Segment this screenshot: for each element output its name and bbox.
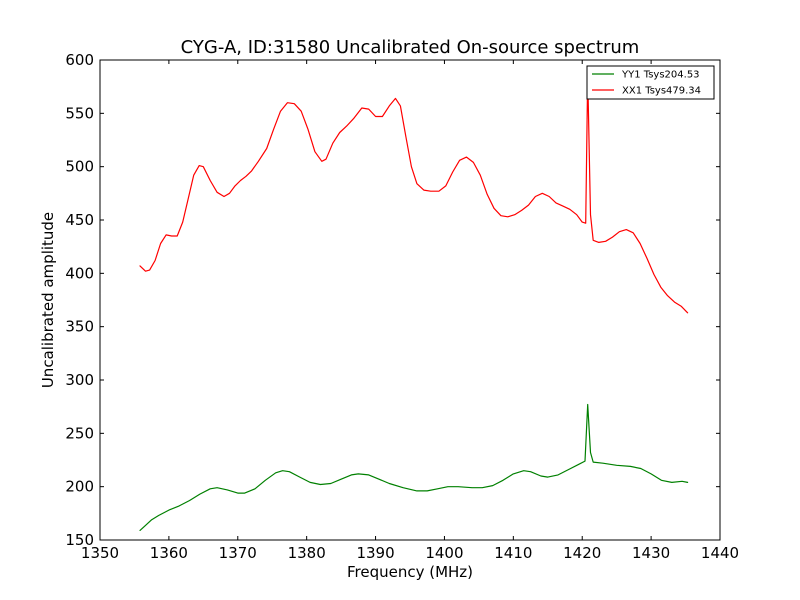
y-tick-label: 550 bbox=[65, 104, 94, 122]
x-tick-label: 1400 bbox=[425, 544, 463, 562]
y-tick-label: 300 bbox=[65, 371, 94, 389]
chart-title: CYG-A, ID:31580 Uncalibrated On-source s… bbox=[181, 37, 640, 58]
y-tick-label: 500 bbox=[65, 158, 94, 176]
legend-label-xx1: XX1 Tsys479.34 bbox=[622, 86, 701, 97]
x-tick-label: 1440 bbox=[701, 544, 739, 562]
series-layer bbox=[139, 74, 689, 531]
y-tick-label: 400 bbox=[65, 264, 94, 282]
legend-box bbox=[586, 65, 715, 100]
plot-frame bbox=[99, 59, 721, 541]
series-line-yy1 bbox=[139, 403, 689, 531]
x-axis-label: Frequency (MHz) bbox=[347, 563, 473, 581]
y-tick-label: 350 bbox=[65, 318, 94, 336]
y-axis-ticks: 150 200 250 300 350 400 450 500 550 600 bbox=[65, 51, 720, 549]
legend: YY1 Tsys204.53 XX1 Tsys479.34 bbox=[586, 65, 715, 100]
x-tick-label: 1370 bbox=[219, 544, 257, 562]
series-line-xx1 bbox=[139, 74, 689, 314]
y-tick-label: 150 bbox=[65, 531, 94, 549]
y-tick-label: 200 bbox=[65, 478, 94, 496]
plot-area bbox=[100, 60, 720, 540]
x-tick-label: 1360 bbox=[150, 544, 188, 562]
x-tick-label: 1410 bbox=[494, 544, 532, 562]
y-tick-label: 250 bbox=[65, 424, 94, 442]
x-tick-label: 1350 bbox=[81, 544, 119, 562]
x-tick-label: 1390 bbox=[356, 544, 394, 562]
x-tick-label: 1420 bbox=[563, 544, 601, 562]
x-axis-ticks: 1350 1360 1370 1380 1390 1400 1410 1420 1430 1440 bbox=[81, 60, 739, 562]
x-tick-label: 1380 bbox=[288, 544, 326, 562]
legend-label-yy1: YY1 Tsys204.53 bbox=[621, 70, 700, 81]
y-tick-label: 450 bbox=[65, 211, 94, 229]
y-tick-label: 600 bbox=[65, 51, 94, 69]
x-tick-label: 1430 bbox=[632, 544, 670, 562]
y-axis-label: Uncalibrated amplitude bbox=[39, 212, 57, 388]
